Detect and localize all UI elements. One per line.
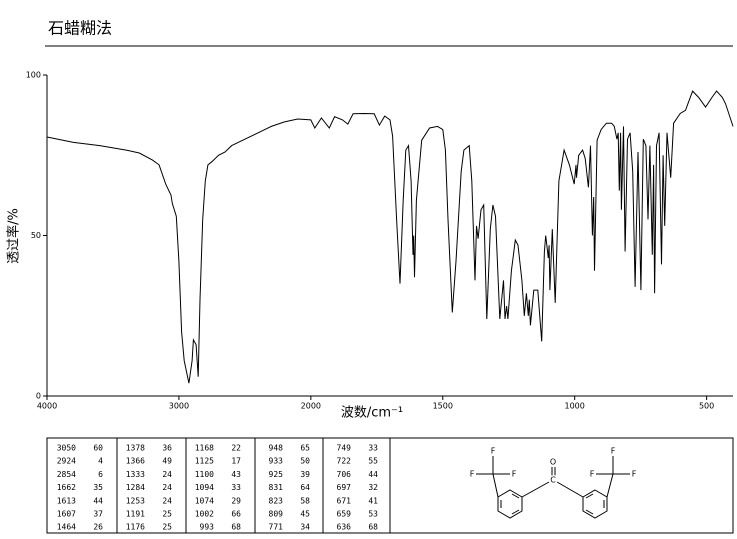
x-tick-label: 1000	[565, 402, 585, 411]
peak-transmittance: 33	[368, 444, 378, 453]
peak-wavenumber: 2924	[57, 457, 76, 466]
peak-wavenumber: 697	[337, 483, 352, 492]
atom-label: F	[632, 470, 637, 479]
peak-wavenumber: 1100	[195, 470, 214, 479]
peak-transmittance: 26	[93, 523, 103, 532]
peak-transmittance: 58	[300, 496, 310, 505]
peak-wavenumber: 2854	[57, 470, 76, 479]
peak-wavenumber: 1607	[57, 510, 76, 519]
peak-transmittance: 24	[162, 483, 172, 492]
peak-transmittance: 64	[300, 483, 310, 492]
peak-transmittance: 24	[162, 496, 172, 505]
y-tick-label: 50	[31, 231, 41, 240]
peak-transmittance: 65	[300, 444, 310, 453]
atom-label: F	[512, 470, 517, 479]
peak-wavenumber: 636	[337, 523, 352, 532]
peak-wavenumber: 1176	[126, 523, 145, 532]
peak-transmittance: 68	[231, 523, 241, 532]
peak-wavenumber: 993	[200, 523, 215, 532]
peak-transmittance: 44	[368, 470, 378, 479]
peak-transmittance: 66	[231, 510, 241, 519]
spectrum-line	[46, 90, 734, 384]
peak-wavenumber: 925	[269, 470, 284, 479]
peak-transmittance: 34	[300, 523, 310, 532]
peak-wavenumber: 771	[269, 523, 284, 532]
peak-wavenumber: 1333	[126, 470, 145, 479]
atom-label: O	[550, 458, 556, 467]
peak-wavenumber: 948	[269, 444, 284, 453]
peak-transmittance: 50	[300, 457, 310, 466]
peak-transmittance: 6	[98, 470, 103, 479]
atom-label: F	[611, 447, 616, 456]
y-axis-label: 透过率/%	[6, 208, 22, 264]
peak-wavenumber: 1464	[57, 523, 76, 532]
peak-wavenumber: 823	[269, 496, 284, 505]
y-tick-label: 100	[26, 71, 41, 80]
peak-transmittance: 24	[162, 470, 172, 479]
atom-label: F	[470, 470, 475, 479]
peak-wavenumber: 1613	[57, 496, 76, 505]
table-dividers	[116, 438, 391, 533]
x-tick-label: 3000	[169, 402, 189, 411]
peak-wavenumber: 1253	[126, 496, 145, 505]
peak-transmittance: 33	[231, 483, 241, 492]
peak-wavenumber: 1002	[195, 510, 214, 519]
peak-wavenumber: 933	[269, 457, 284, 466]
peak-transmittance: 37	[93, 510, 103, 519]
x-tick-label: 1500	[433, 402, 453, 411]
atom-label: C	[550, 476, 556, 485]
atom-label: F	[491, 447, 496, 456]
peak-transmittance: 25	[162, 510, 172, 519]
peak-transmittance: 25	[162, 523, 172, 532]
peak-wavenumber: 1125	[195, 457, 214, 466]
peak-transmittance: 39	[300, 470, 310, 479]
x-tick-label: 4000	[37, 402, 57, 411]
peak-wavenumber: 809	[269, 510, 284, 519]
peak-wavenumber: 706	[337, 470, 352, 479]
peak-wavenumber: 3050	[57, 444, 76, 453]
peak-transmittance: 68	[368, 523, 378, 532]
peak-transmittance: 4	[98, 457, 103, 466]
peak-wavenumber: 1284	[126, 483, 145, 492]
peak-transmittance: 29	[231, 496, 241, 505]
x-axis-label: 波数/cm⁻¹	[341, 406, 403, 421]
peak-transmittance: 17	[231, 457, 241, 466]
peak-wavenumber: 749	[337, 444, 352, 453]
y-tick-label: 0	[36, 392, 41, 401]
peak-transmittance: 60	[93, 444, 103, 453]
atom-label: F	[590, 470, 595, 479]
chart-title: 石蜡糊法	[48, 19, 112, 38]
peak-wavenumber: 1191	[126, 510, 145, 519]
x-tick-label: 2000	[301, 402, 321, 411]
peak-wavenumber: 722	[337, 457, 352, 466]
x-tick-label: 500	[699, 402, 714, 411]
peak-wavenumber: 1168	[195, 444, 214, 453]
peak-transmittance: 45	[300, 510, 310, 519]
peak-transmittance: 53	[368, 510, 378, 519]
peak-wavenumber: 1094	[195, 483, 214, 492]
peak-wavenumber: 671	[337, 496, 352, 505]
peak-transmittance: 49	[162, 457, 172, 466]
peak-transmittance: 55	[368, 457, 378, 466]
peak-transmittance: 35	[93, 483, 103, 492]
peak-wavenumber: 1366	[126, 457, 145, 466]
peak-wavenumber: 1662	[57, 483, 76, 492]
peak-wavenumber: 1074	[195, 496, 214, 505]
peak-wavenumber: 1378	[126, 444, 145, 453]
peak-wavenumber: 831	[269, 483, 284, 492]
peak-transmittance: 36	[162, 444, 172, 453]
peak-transmittance: 44	[93, 496, 103, 505]
peak-transmittance: 43	[231, 470, 241, 479]
peak-wavenumber: 659	[337, 510, 352, 519]
peak-transmittance: 22	[231, 444, 241, 453]
peak-transmittance: 41	[368, 496, 378, 505]
structure-drawing	[476, 456, 630, 519]
peak-transmittance: 32	[368, 483, 378, 492]
